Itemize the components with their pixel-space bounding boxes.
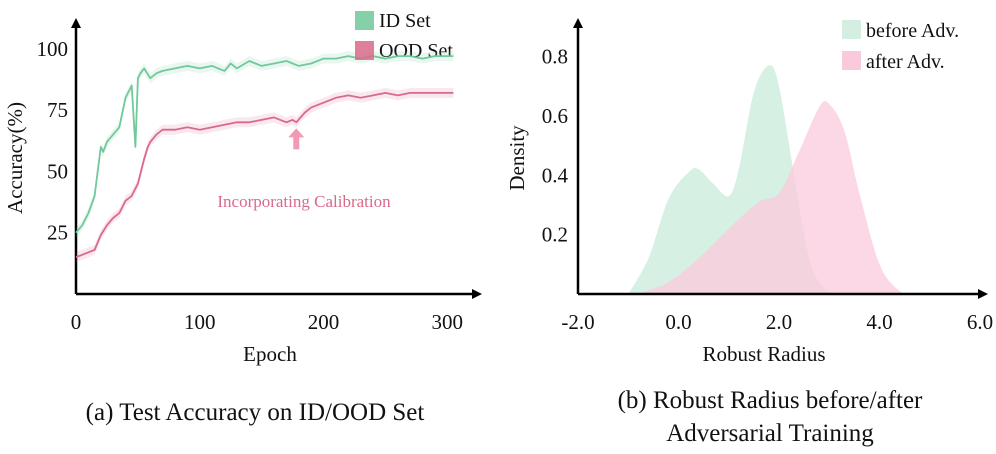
chart-a-y-tick-label: 25 bbox=[47, 221, 68, 245]
chart-b-caption-line-2: Adversarial Training bbox=[666, 420, 874, 447]
chart-a-xlabel: Epoch bbox=[243, 342, 297, 366]
chart-b-legend-before-label: before Adv. bbox=[866, 20, 959, 42]
chart-b-caption-line-1: (b) Robust Radius before/after bbox=[618, 387, 923, 414]
chart-a-x-tick-label: 200 bbox=[308, 310, 340, 334]
chart-a-series-band-ood bbox=[76, 87, 454, 263]
chart-b-legend-after-label: after Adv. bbox=[866, 51, 945, 73]
chart-a-y-tick-label: 100 bbox=[37, 37, 69, 61]
chart-b-legend-before-swatch bbox=[842, 20, 861, 39]
chart-a-x-tick-label: 0 bbox=[71, 310, 82, 334]
chart-a-y-tick-label: 75 bbox=[47, 98, 68, 122]
chart-b-y-tick-label: 0.8 bbox=[542, 45, 568, 69]
chart-b-y-tick-label: 0.2 bbox=[542, 223, 568, 247]
chart-b-x-tick-label: 4.0 bbox=[866, 310, 892, 334]
chart-marks: 0 100 200 300 25 50 75 100 -2.0 0.0 2.0 4.0 6.0 0.2 0.… bbox=[37, 11, 993, 334]
chart-a-ylabel: Accuracy(%) bbox=[3, 102, 27, 214]
chart-b-xlabel: Robust Radius bbox=[702, 342, 825, 366]
chart-b-y-tick-label: 0.6 bbox=[542, 104, 568, 128]
chart-b-x-tick-label: -2.0 bbox=[561, 310, 594, 334]
chart-a-series-line-ood bbox=[75, 92, 454, 259]
chart-a-x-tick-label: 100 bbox=[184, 310, 216, 334]
chart-a-annotation-text: Incorporating Calibration bbox=[217, 192, 391, 211]
chart-a-caption: (a) Test Accuracy on ID/OOD Set bbox=[86, 399, 425, 426]
chart-b-x-tick-label: 6.0 bbox=[967, 310, 993, 334]
chart-a-legend-ood-swatch bbox=[355, 41, 374, 60]
chart-a-legend-id-label: ID Set bbox=[379, 10, 431, 32]
chart-b-x-tick-label: 0.0 bbox=[665, 310, 691, 334]
chart-a-x-tick-label: 300 bbox=[432, 310, 464, 334]
chart-a-annotation-arrow bbox=[288, 128, 305, 150]
chart-b-y-tick-label: 0.4 bbox=[542, 163, 569, 187]
chart-b-legend-after-swatch bbox=[842, 51, 861, 70]
chart-b-x-tick-label: 2.0 bbox=[766, 310, 792, 334]
chart-a-legend-id-swatch bbox=[355, 11, 374, 30]
chart-a-y-tick-label: 50 bbox=[47, 159, 68, 183]
chart-b-area-after bbox=[638, 101, 915, 295]
chart-b-ylabel: Density bbox=[505, 125, 529, 191]
